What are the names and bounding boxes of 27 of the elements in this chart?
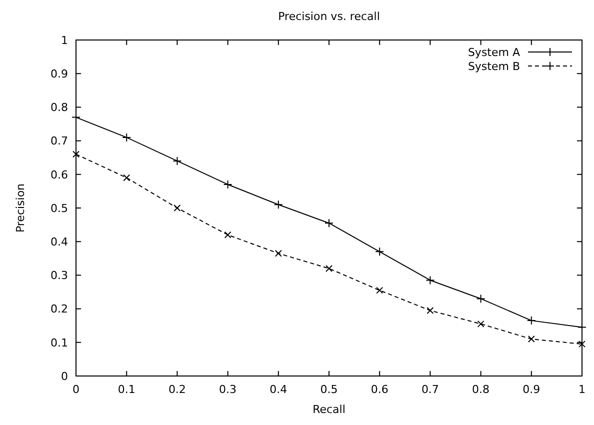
x-tick-label: 0: [72, 383, 80, 396]
x-tick-label: 0.2: [168, 383, 186, 396]
y-tick-label: 0.2: [50, 302, 68, 316]
y-tick-label: 0.3: [50, 269, 68, 282]
x-tick-label: 0.1: [118, 383, 136, 396]
x-tick-label: 0.5: [320, 383, 338, 396]
x-tick-label: 0.4: [270, 383, 288, 396]
y-tick-label: 0.5: [50, 202, 68, 215]
x-tick-label: 0.9: [522, 383, 540, 396]
legend-label: System B: [468, 60, 520, 73]
y-tick-label: 0.9: [50, 67, 68, 80]
x-axis-title: Recall: [312, 403, 346, 416]
x-tick-label: 0.7: [421, 383, 439, 396]
x-tick-label: 0.3: [219, 383, 237, 396]
x-tick-label: 1: [578, 383, 586, 396]
y-tick-label: 0.6: [50, 168, 68, 182]
y-axis-title: Precision: [14, 183, 27, 233]
y-tick-label: 1: [61, 34, 68, 47]
y-tick-label: 0.7: [50, 134, 68, 148]
chart-title: Precision vs. recall: [278, 10, 380, 23]
y-tick-label: 0.1: [50, 336, 68, 350]
x-tick-label: 0.6: [370, 383, 388, 396]
y-tick-label: 0: [61, 370, 68, 383]
y-tick-label: 0.8: [50, 101, 68, 114]
y-tick-label: 0.4: [50, 235, 68, 248]
x-tick-label: 0.8: [472, 383, 490, 396]
legend-label: System A: [468, 46, 520, 59]
